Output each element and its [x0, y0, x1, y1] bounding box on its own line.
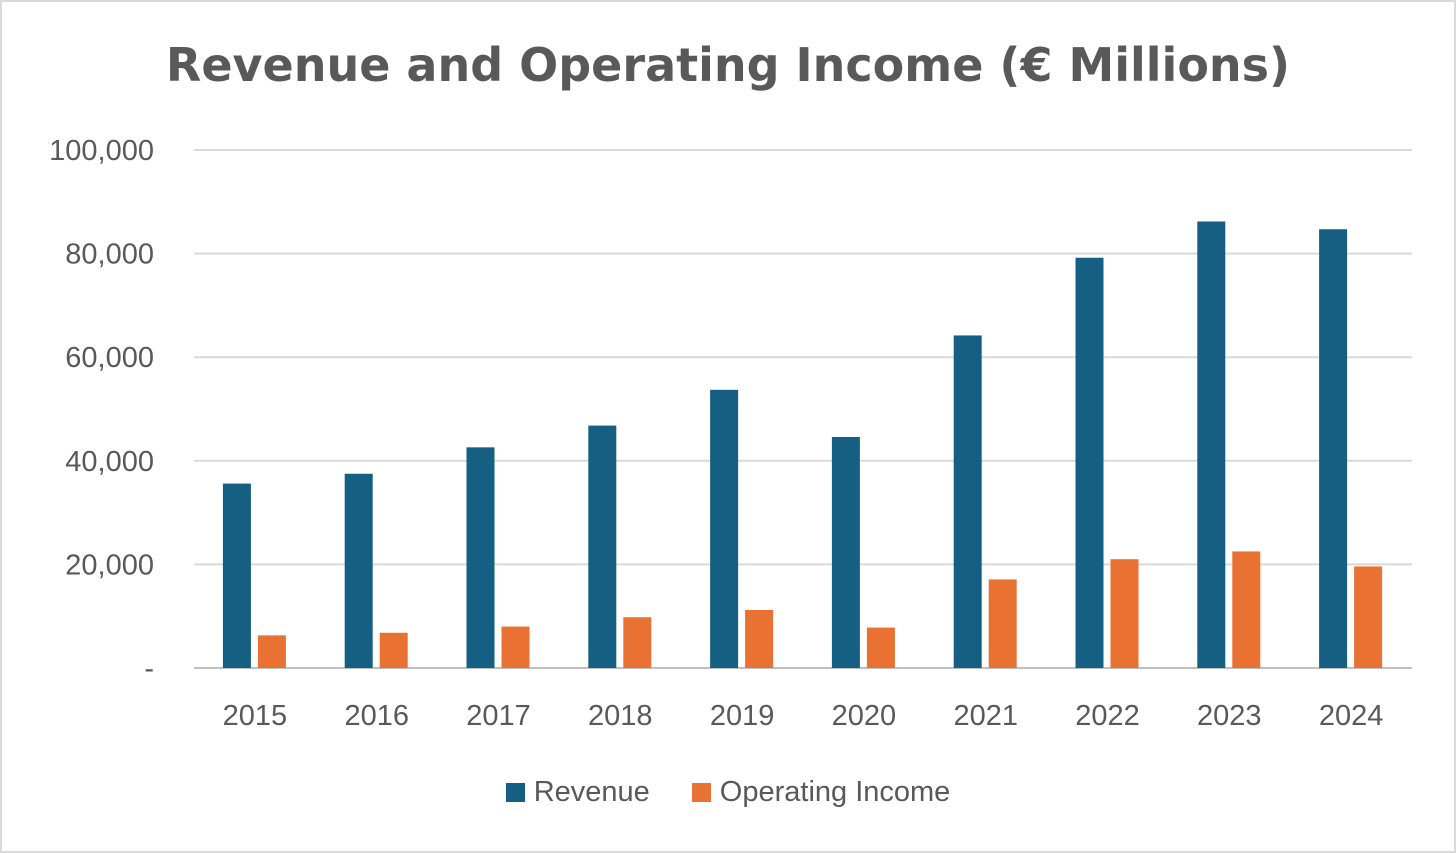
y-tick-label: 80,000: [65, 239, 154, 271]
bar-revenue-2017: [466, 447, 495, 668]
bar-operating-income-2020: [866, 627, 895, 668]
x-tick-label-2018: 2018: [588, 700, 653, 732]
bar-revenue-2023: [1197, 221, 1226, 668]
chart-title: Revenue and Operating Income (€ Millions…: [165, 38, 1291, 92]
x-tick-label-2015: 2015: [223, 700, 288, 732]
bar-operating-income-2018: [623, 617, 652, 668]
bar-revenue-2020: [831, 436, 860, 668]
bar-operating-income-2016: [379, 632, 408, 668]
x-tick-label-2021: 2021: [953, 700, 1018, 732]
bar-operating-income-2022: [1110, 559, 1139, 668]
x-tick-label-2017: 2017: [466, 700, 531, 732]
bar-revenue-2016: [344, 473, 373, 668]
y-axis-ticks: - 20,000 40,000 60,000 80,000 100,000: [49, 135, 154, 685]
bar-operating-income-2021: [988, 579, 1017, 668]
x-tick-label-2020: 2020: [832, 700, 897, 732]
y-tick-label: 60,000: [65, 342, 154, 374]
bar-operating-income-2017: [501, 626, 530, 668]
legend-label-revenue: Revenue: [533, 776, 650, 808]
bar-revenue-2022: [1075, 257, 1104, 668]
bar-revenue-2015: [222, 483, 251, 668]
y-tick-label: 100,000: [49, 135, 154, 167]
legend-swatch-operating-income: [691, 783, 711, 802]
legend-swatch-revenue: [505, 783, 525, 802]
gridlines: [194, 149, 1412, 669]
bar-operating-income-2015: [257, 635, 286, 668]
y-tick-label: 40,000: [65, 446, 154, 478]
bar-revenue-2018: [588, 425, 617, 668]
x-tick-label-2023: 2023: [1197, 700, 1262, 732]
x-tick-label-2019: 2019: [710, 700, 775, 732]
bars: [222, 221, 1383, 668]
y-tick-label: 20,000: [65, 549, 154, 581]
bar-revenue-2024: [1319, 229, 1348, 668]
legend-item-revenue: Revenue: [505, 776, 650, 809]
legend-label-operating-income: Operating Income: [719, 776, 951, 808]
x-tick-label-2024: 2024: [1319, 700, 1384, 732]
x-tick-label-2016: 2016: [344, 700, 409, 732]
x-tick-label-2022: 2022: [1075, 700, 1140, 732]
y-tick-label: -: [144, 653, 154, 685]
bar-revenue-2019: [710, 389, 739, 668]
bar-operating-income-2019: [745, 609, 774, 668]
bar-operating-income-2024: [1354, 566, 1383, 668]
legend: Revenue Operating Income: [2, 776, 1454, 809]
bar-operating-income-2023: [1232, 551, 1261, 668]
bar-revenue-2021: [953, 335, 982, 668]
legend-item-operating-income: Operating Income: [691, 776, 951, 809]
x-axis-ticks: 2015 2016 2017 2018 2019 2020 2021 2022 2023 2024: [223, 700, 1384, 732]
